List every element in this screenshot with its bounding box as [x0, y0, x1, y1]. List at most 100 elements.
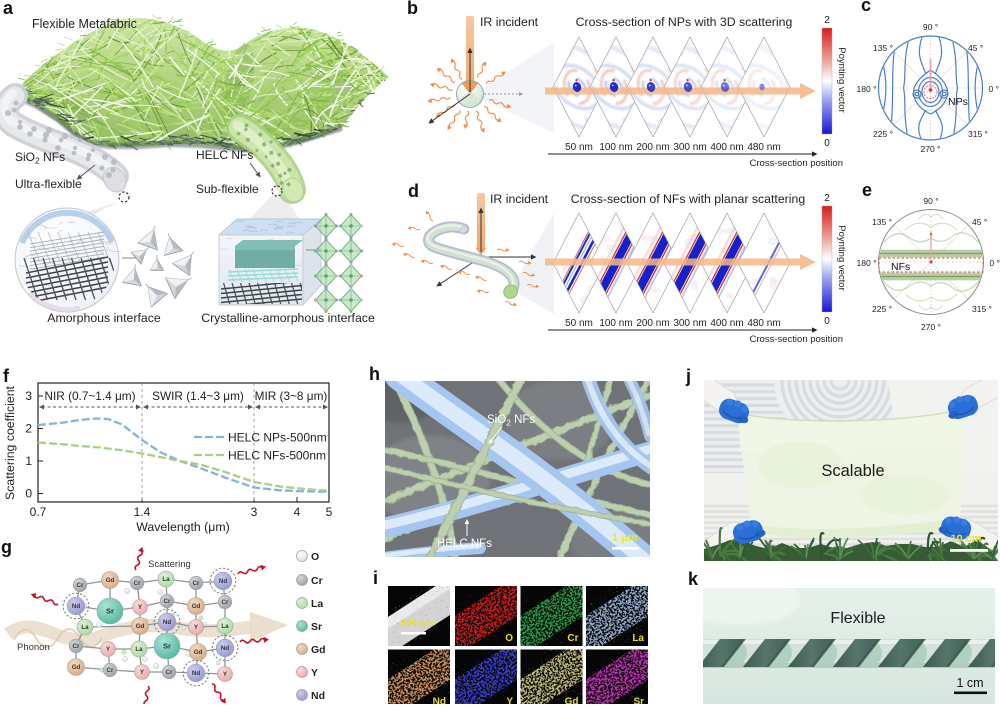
svg-text:180 °: 180 ° — [857, 258, 877, 268]
svg-text:Cr: Cr — [164, 598, 171, 605]
svg-text:c: c — [861, 0, 871, 15]
svg-text:La: La — [311, 598, 323, 610]
svg-text:Crystalline-amorphous interfac: Crystalline-amorphous interface — [201, 311, 375, 325]
svg-text:180 °: 180 ° — [857, 84, 877, 94]
svg-text:Cr: Cr — [77, 582, 84, 589]
svg-text:0: 0 — [25, 487, 32, 501]
svg-text:j: j — [685, 366, 691, 386]
svg-text:225 °: 225 ° — [873, 129, 893, 139]
svg-text:4: 4 — [294, 505, 301, 519]
svg-text:Cr: Cr — [166, 669, 173, 676]
svg-text:270 °: 270 ° — [921, 144, 941, 154]
svg-text:Nd: Nd — [163, 619, 171, 626]
svg-text:Sr: Sr — [106, 607, 114, 616]
svg-text:HELC NPs-500nm: HELC NPs-500nm — [228, 431, 327, 445]
svg-text:La: La — [81, 624, 89, 631]
svg-text:400 nm: 400 nm — [710, 142, 743, 153]
svg-text:Scattering coefficient: Scattering coefficient — [3, 385, 17, 500]
svg-text:Sr: Sr — [163, 642, 171, 651]
svg-text:50 nm: 50 nm — [565, 318, 593, 329]
svg-text:90 °: 90 ° — [923, 22, 938, 32]
svg-text:0.7: 0.7 — [30, 505, 47, 519]
svg-text:Gd: Gd — [311, 644, 326, 656]
svg-text:100 nm: 100 nm — [599, 142, 632, 153]
svg-text:0 °: 0 ° — [990, 258, 1000, 268]
svg-text:Scattering: Scattering — [148, 559, 191, 570]
svg-text:Sub-flexible: Sub-flexible — [196, 182, 259, 196]
svg-text:Gd: Gd — [106, 577, 115, 584]
svg-text:1.4: 1.4 — [134, 505, 151, 519]
svg-text:Ultra-flexible: Ultra-flexible — [15, 177, 82, 191]
svg-text:O: O — [505, 633, 513, 644]
svg-text:45 °: 45 ° — [972, 217, 987, 227]
svg-text:b: b — [407, 0, 418, 18]
svg-text:Cross-section position: Cross-section position — [750, 158, 843, 169]
svg-text:315 °: 315 ° — [968, 129, 988, 139]
svg-text:0 °: 0 ° — [989, 84, 1000, 94]
svg-text:500 nm: 500 nm — [401, 618, 434, 629]
svg-text:i: i — [373, 568, 378, 588]
svg-text:Phonon: Phonon — [17, 642, 50, 653]
svg-text:IR incident: IR incident — [490, 192, 549, 206]
svg-text:135 °: 135 ° — [872, 217, 892, 227]
svg-text:0: 0 — [824, 316, 830, 327]
svg-text:Poynting vector: Poynting vector — [836, 47, 847, 112]
svg-text:Gd: Gd — [192, 603, 201, 610]
svg-text:Cross-section of NPs with 3D s: Cross-section of NPs with 3D scattering — [576, 15, 793, 29]
svg-text:Flexible: Flexible — [830, 610, 885, 627]
svg-text:k: k — [688, 569, 699, 589]
svg-text:135 °: 135 ° — [873, 43, 893, 53]
svg-text:270 °: 270 ° — [921, 322, 941, 332]
svg-text:2: 2 — [824, 193, 830, 204]
svg-text:Nd: Nd — [72, 603, 80, 610]
svg-text:f: f — [3, 366, 10, 386]
svg-text:Nd: Nd — [219, 578, 227, 585]
svg-text:Poynting vector: Poynting vector — [836, 225, 847, 290]
svg-text:Gd: Gd — [565, 697, 579, 705]
svg-text:Wavelength (μm): Wavelength (μm) — [136, 520, 229, 534]
svg-text:Nd: Nd — [192, 670, 200, 677]
svg-text:Gd: Gd — [194, 649, 203, 656]
svg-text:g: g — [1, 537, 12, 557]
svg-text:Cross-section position: Cross-section position — [750, 334, 843, 345]
svg-text:1 μm: 1 μm — [612, 532, 638, 544]
svg-text:90 °: 90 ° — [923, 196, 938, 206]
svg-text:45 °: 45 ° — [968, 43, 983, 53]
svg-text:100 nm: 100 nm — [599, 318, 632, 329]
svg-text:HELC NFs: HELC NFs — [437, 538, 492, 550]
svg-text:315 °: 315 ° — [972, 304, 992, 314]
svg-text:SiO2 NFs: SiO2 NFs — [487, 414, 535, 428]
svg-text:225 °: 225 ° — [872, 304, 892, 314]
svg-text:La: La — [135, 646, 143, 653]
svg-text:Sr: Sr — [311, 621, 322, 633]
svg-text:Scalable: Scalable — [821, 462, 884, 480]
svg-text:NIR (0.7~1.4 μm): NIR (0.7~1.4 μm) — [44, 389, 135, 403]
svg-text:Cr: Cr — [311, 575, 323, 587]
svg-text:Flexible Metafabric: Flexible Metafabric — [32, 17, 137, 31]
svg-text:HELC NFs-500nm: HELC NFs-500nm — [228, 449, 326, 463]
svg-text:1: 1 — [25, 454, 32, 468]
svg-text:La: La — [221, 623, 229, 630]
svg-text:Cr: Cr — [193, 580, 200, 587]
svg-text:50 nm: 50 nm — [565, 142, 593, 153]
svg-text:h: h — [369, 364, 380, 384]
svg-text:480 nm: 480 nm — [747, 142, 780, 153]
svg-text:Y: Y — [506, 697, 513, 705]
svg-text:Cr: Cr — [222, 599, 229, 606]
svg-text:1 cm: 1 cm — [956, 676, 983, 690]
svg-text:Amorphous interface: Amorphous interface — [47, 311, 161, 325]
svg-text:e: e — [862, 180, 872, 200]
svg-text:Gd: Gd — [136, 623, 145, 630]
svg-text:d: d — [408, 181, 419, 201]
svg-text:400 nm: 400 nm — [710, 318, 743, 329]
svg-text:Nd: Nd — [221, 645, 229, 652]
svg-text:Cr: Cr — [73, 643, 80, 650]
svg-text:NFs: NFs — [891, 261, 910, 273]
svg-text:Gd: Gd — [72, 664, 81, 671]
svg-text:HELC NFs: HELC NFs — [196, 148, 253, 162]
svg-text:Cr: Cr — [107, 667, 114, 674]
svg-text:3: 3 — [251, 505, 258, 519]
svg-text:5: 5 — [326, 505, 333, 519]
svg-text:3: 3 — [25, 389, 32, 403]
svg-text:La: La — [632, 633, 644, 644]
